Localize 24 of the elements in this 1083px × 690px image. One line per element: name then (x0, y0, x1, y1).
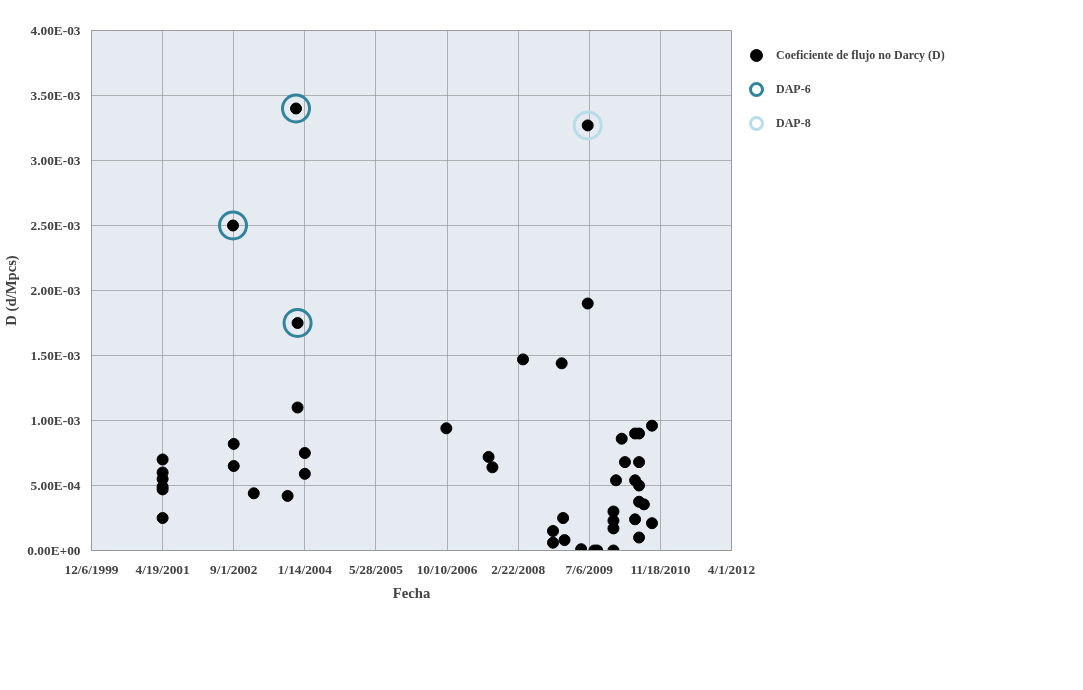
y-tick-label: 3.50E-03 (30, 88, 81, 103)
legend-label: DAP-6 (776, 81, 811, 97)
x-tick-label: 11/18/2010 (630, 561, 691, 577)
x-tick-label: 12/6/1999 (64, 561, 119, 577)
x-tick-label: 4/1/2012 (707, 561, 756, 577)
y-tick-label: 2.00E-03 (30, 283, 81, 298)
y-axis-title: D (d/Mpcs) (3, 255, 21, 326)
y-tick-label: 5.00E-04 (30, 478, 81, 493)
y-tick-label: 0.00E+00 (27, 543, 81, 558)
legend-label: Coeficiente de flujo no Darcy (D) (776, 47, 945, 63)
y-tick-label: 1.50E-03 (30, 348, 81, 363)
x-axis-title: Fecha (392, 584, 431, 601)
x-tick-label: 10/10/2006 (416, 561, 478, 577)
x-tick-label: 2/22/2008 (491, 561, 546, 577)
y-tick-label: 3.00E-03 (30, 153, 81, 168)
x-tick-label: 4/19/2001 (135, 561, 190, 577)
x-tick-label: 9/1/2002 (210, 561, 258, 577)
x-tick-label: 7/6/2009 (565, 561, 614, 577)
legend-label: DAP-8 (776, 115, 811, 131)
y-tick-label: 2.50E-03 (30, 218, 81, 233)
y-tick-label: 1.00E-03 (30, 413, 81, 428)
x-tick-label: 1/14/2004 (277, 561, 333, 577)
x-tick-label: 5/28/2005 (348, 561, 404, 577)
y-tick-label: 4.00E-03 (30, 23, 81, 38)
